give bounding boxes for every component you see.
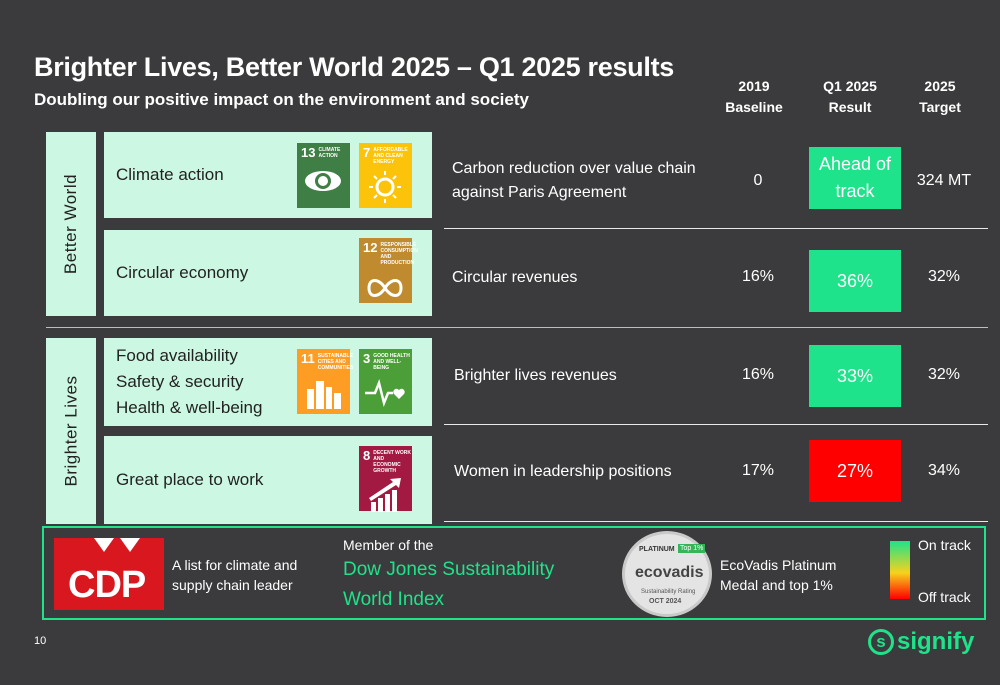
target-value: 32%: [927, 268, 961, 285]
page-number: 10: [34, 635, 47, 647]
metric-carbon-reduction: Carbon reduction over value chain agains…: [452, 160, 696, 201]
baseline-value: 16%: [741, 366, 775, 383]
metric-brighter-lives-revenues: Brighter lives revenues: [454, 367, 617, 384]
djsi-name: Dow Jones Sustainability World Index: [343, 559, 555, 610]
ecovadis-description: EcoVadis Platinum Medal and top 1%: [720, 557, 837, 593]
ecovadis-medal: PLATINUM Top 1% ecovadis Sustainability …: [622, 531, 712, 617]
group-label-brighter-lives: Brighter Lives: [46, 338, 96, 524]
page-subtitle: Doubling our positive impact on the envi…: [34, 90, 529, 109]
cdp-description: A list for climate and supply chain lead…: [172, 557, 298, 593]
sdg-11-sustainable-cities-icon: 11 SUSTAINABLE CITIES AND COMMUNITIES: [297, 349, 353, 414]
signify-logo: s signify: [868, 628, 974, 656]
column-header-result: Q1 2025 Result: [823, 78, 877, 115]
metric-circular-revenues: Circular revenues: [452, 269, 578, 286]
djsi-intro: Member of the: [343, 537, 434, 553]
sdg-12-responsible-consumption-icon: 12 RESPONSIBLE CONSUMPTION AND PRODUCTION: [359, 238, 418, 303]
baseline-value: 17%: [741, 462, 775, 479]
column-header-baseline: 2019 Baseline: [725, 78, 783, 115]
row-divider: [444, 228, 988, 229]
page-title: Brighter Lives, Better World 2025 – Q1 2…: [34, 52, 674, 82]
cdp-logo: CDP: [54, 538, 164, 610]
target-value: 32%: [927, 366, 961, 383]
sdg-8-decent-work-icon: 8 DECENT WORK AND ECONOMIC GROWTH: [359, 446, 412, 512]
row-divider: [444, 521, 988, 522]
group-label-better-world: Better World: [46, 132, 96, 316]
recognition-panel: [42, 526, 986, 620]
baseline-value: 0: [753, 172, 763, 189]
signify-mark-icon: s: [868, 629, 894, 655]
section-divider: [46, 327, 988, 328]
metric-women-leadership: Women in leadership positions: [454, 463, 672, 480]
sdg-3-good-health-icon: 3 GOOD HEALTH AND WELL-BEING: [359, 349, 412, 414]
result-status-cell: 27%: [809, 440, 901, 502]
row-divider: [444, 424, 988, 425]
sdg-7-affordable-clean-energy-icon: 7 AFFORDABLE AND CLEAN ENERGY: [359, 143, 412, 208]
result-status-cell: 33%: [809, 345, 901, 407]
legend-off-track: Off track: [918, 589, 971, 605]
baseline-value: 16%: [741, 268, 775, 285]
legend-on-track: On track: [918, 537, 971, 553]
result-status-cell: Ahead of track: [809, 147, 901, 209]
result-status-cell: 36%: [809, 250, 901, 312]
target-value: 34%: [927, 462, 961, 479]
sdg-13-climate-action-icon: 13 CLIMATE ACTION: [297, 143, 350, 208]
target-value: 324 MT: [916, 172, 972, 189]
status-gradient-legend: [890, 541, 910, 599]
column-header-target: 2025 Target: [919, 78, 961, 115]
